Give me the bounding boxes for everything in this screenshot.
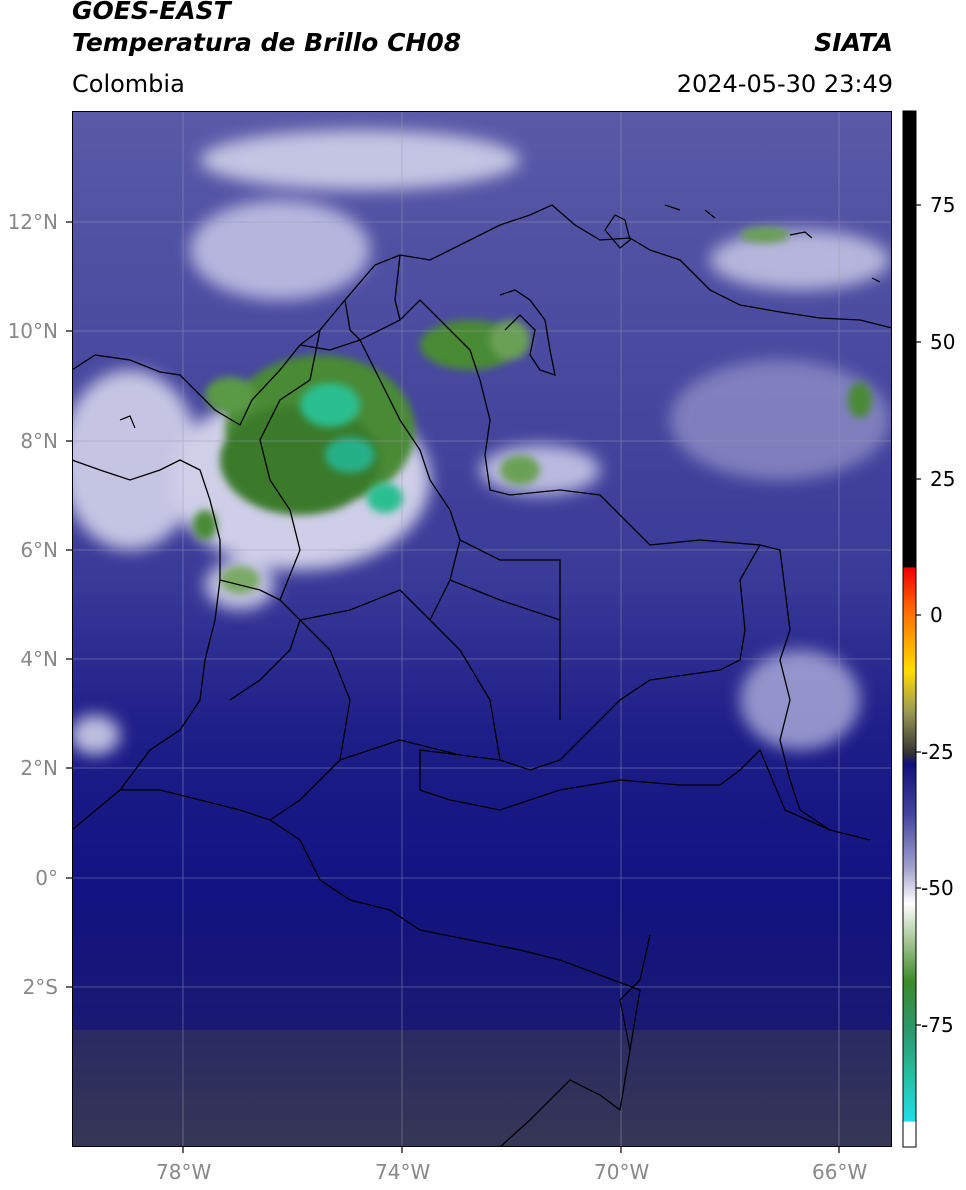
lat-tick-label: 2°S bbox=[22, 975, 58, 999]
lon-tick-label: 66°W bbox=[812, 1160, 868, 1184]
colorbar-label: 75 bbox=[930, 193, 956, 217]
lat-tick-label: 6°N bbox=[20, 538, 58, 562]
colorbar-label: -25 bbox=[921, 740, 954, 764]
satellite-title: GOES-EAST bbox=[72, 0, 231, 25]
lat-tick-label: 8°N bbox=[20, 429, 58, 453]
colorbar-label: 0 bbox=[930, 603, 943, 627]
agency-label: SIATA bbox=[814, 28, 893, 57]
product-title: Temperatura de Brillo CH08 bbox=[72, 28, 462, 57]
colorbar-label: 25 bbox=[930, 467, 956, 491]
map-frame bbox=[72, 111, 892, 1147]
lon-tick-label: 70°W bbox=[594, 1160, 650, 1184]
colorbar-label: -50 bbox=[921, 876, 954, 900]
lat-tick-label: 2°N bbox=[20, 756, 58, 780]
region-label: Colombia bbox=[72, 70, 185, 98]
lat-tick-label: 10°N bbox=[7, 319, 58, 343]
datetime-label: 2024-05-30 23:49 bbox=[676, 70, 893, 98]
lon-tick-label: 74°W bbox=[375, 1160, 431, 1184]
colorbar-label: -75 bbox=[921, 1013, 954, 1037]
lat-tick-label: 4°N bbox=[20, 647, 58, 671]
lat-tick-label: 0° bbox=[35, 866, 58, 890]
colorbar bbox=[902, 110, 917, 1148]
lat-tick-label: 12°N bbox=[7, 210, 58, 234]
colorbar-label: 50 bbox=[930, 330, 956, 354]
lon-tick-label: 78°W bbox=[156, 1160, 212, 1184]
